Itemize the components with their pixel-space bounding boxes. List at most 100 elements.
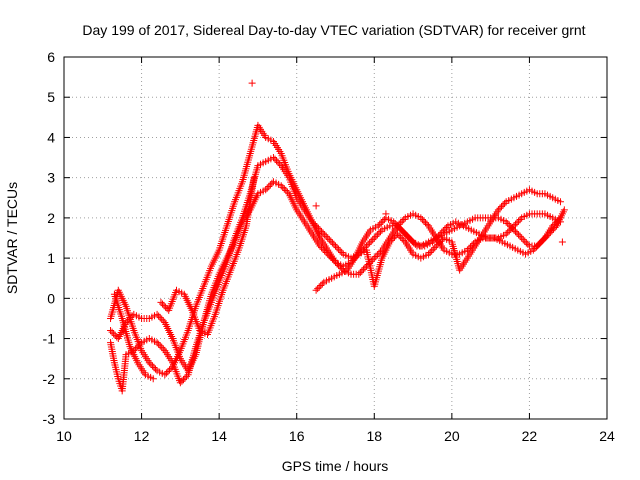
data-point-track-a [376,228,384,236]
data-point-track-c [159,345,167,353]
data-point-track-d [543,232,551,240]
plot-frame [63,56,608,420]
data-point-track-c [556,198,564,206]
y-tick-label: 2 [47,210,55,226]
data-point-track-c [158,343,166,351]
data-point-track-c [271,155,279,163]
data-point-track-b [159,317,167,325]
data-point-track-c [179,376,187,384]
data-point-outliers [248,79,256,87]
data-point-track-a [162,369,170,377]
data-point-track-c [437,237,445,245]
data-point-track-c [425,250,433,258]
data-point-track-b [421,219,429,227]
data-point-track-c [183,372,191,380]
y-axis-title: SDTVAR / TECUs [4,182,20,294]
data-point-track-c [398,235,406,243]
x-tick-label: 16 [289,428,305,444]
plot-points [107,79,568,395]
y-axis: -3 -2 -1 0 1 2 3 4 5 6 [43,49,607,427]
data-point-track-c [435,239,443,247]
data-point-track-a [366,239,374,247]
data-point-track-d [315,283,323,291]
data-point-track-a [364,240,372,248]
data-point-track-b [417,214,425,222]
data-point-track-d [411,240,419,248]
data-point-track-d [534,241,542,249]
data-point-outliers [312,202,320,210]
data-point-track-b [108,328,116,336]
data-point-track-b [400,215,408,223]
data-point-track-c [330,240,338,248]
data-point-track-b [318,244,326,252]
data-point-track-c [428,247,436,255]
data-point-track-d [401,229,409,237]
data-point-track-d [407,236,415,244]
data-point-track-c [133,343,141,351]
data-point-track-d [408,237,416,245]
data-point-track-c [328,239,336,247]
x-tick-label: 12 [134,428,150,444]
data-point-track-a [516,232,524,240]
data-point-track-d [390,218,398,226]
data-point-track-a [145,359,153,367]
data-point-track-d [435,232,443,240]
data-point-track-d [529,246,537,254]
data-point-track-c [501,199,509,207]
data-point-track-d [160,302,168,310]
data-point-track-d [428,238,436,246]
data-point-track-b [372,253,380,261]
data-point-track-b [107,327,115,335]
data-point-track-d [410,239,418,247]
data-point-track-d [433,233,441,241]
data-point-track-c [400,236,408,244]
data-point-track-b [265,183,273,191]
data-point-track-c [395,232,403,240]
data-point-track-a [511,228,519,236]
data-point-track-d [149,375,157,383]
data-point-track-b [355,270,363,278]
y-tick-label: 6 [47,49,55,65]
data-point-track-b [359,265,367,273]
data-point-track-d [394,223,402,231]
data-point-track-c [155,340,163,348]
data-point-track-d [379,217,387,225]
data-point-track-a [147,360,155,368]
data-point-track-a [165,366,173,374]
data-point-track-b [505,227,513,235]
data-point-track-c [181,374,189,382]
data-point-track-d [546,228,554,236]
data-point-track-d [430,236,438,244]
data-point-track-c [318,228,326,236]
data-point-track-b [333,260,341,268]
data-point-track-d [404,232,412,240]
data-point-track-b [322,248,330,256]
data-point-track-b [507,225,515,233]
data-point-track-c [434,240,442,248]
data-point-track-c [314,224,322,232]
data-point-outliers [558,238,566,246]
data-point-track-a [375,229,383,237]
data-point-track-b [266,181,274,189]
data-point-track-c [316,226,324,234]
data-point-track-b [336,263,344,271]
data-point-track-c [397,233,405,241]
data-point-track-c [324,234,332,242]
data-point-track-d [405,234,413,242]
data-point-track-c [431,244,439,252]
data-point-track-c [338,248,346,256]
data-point-track-a [513,229,521,237]
data-point-track-d [318,280,326,288]
x-tick-label: 22 [522,428,538,444]
data-point-track-d [438,228,446,236]
data-point-track-d [442,224,450,232]
data-point-track-d [397,226,405,234]
data-point-track-c [333,244,341,252]
data-point-track-a [164,368,172,376]
data-point-track-c [426,248,434,256]
x-tick-label: 24 [599,428,615,444]
data-point-track-c [332,242,339,250]
data-point-track-c [273,157,281,165]
data-point-track-c [269,154,277,162]
